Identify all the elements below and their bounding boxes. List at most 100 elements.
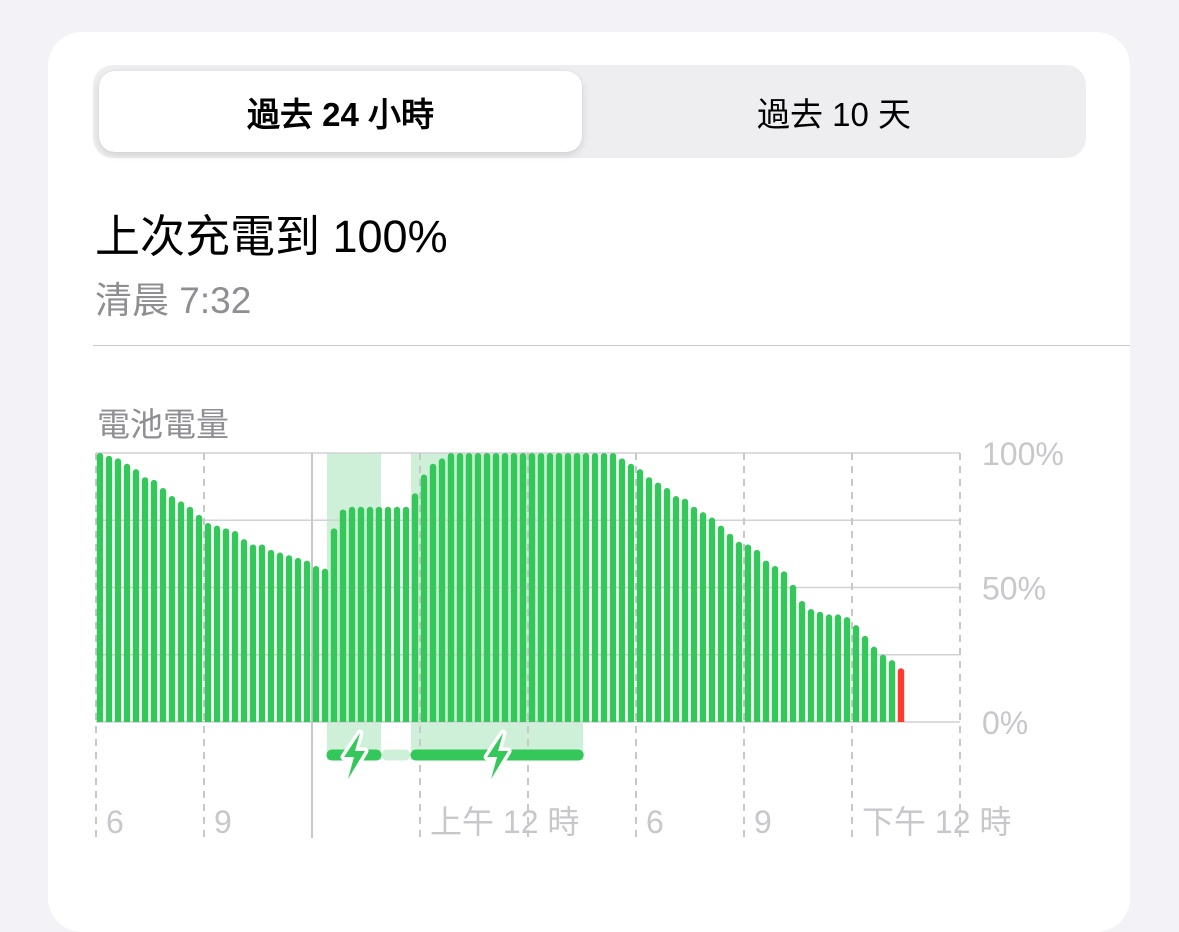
x-axis-label: 下午 12 時 — [862, 804, 1011, 840]
battery-bar — [312, 565, 320, 722]
battery-bar — [411, 493, 419, 722]
x-axis-label: 6 — [106, 804, 124, 840]
y-axis-label: 50% — [982, 571, 1046, 607]
battery-bar — [717, 525, 725, 722]
battery-bar — [771, 565, 779, 722]
battery-bar — [519, 453, 527, 722]
battery-bar — [429, 463, 437, 722]
battery-bar — [105, 455, 113, 722]
battery-bar — [267, 549, 275, 722]
battery-bar — [357, 506, 365, 722]
battery-bar — [582, 453, 590, 722]
battery-bar — [627, 463, 635, 722]
battery-bar — [195, 514, 203, 722]
battery-bar — [762, 560, 770, 722]
battery-bar — [780, 571, 788, 722]
battery-bar — [294, 557, 302, 722]
battery-bar — [150, 479, 158, 722]
battery-bar — [213, 525, 221, 722]
battery-bar — [699, 512, 707, 722]
battery-bar — [816, 611, 824, 722]
battery-bar — [654, 482, 662, 722]
battery-bar — [753, 549, 761, 722]
battery-bar — [96, 453, 104, 722]
battery-bar — [879, 654, 887, 722]
x-axis-label: 6 — [646, 804, 664, 840]
battery-bar — [537, 453, 545, 722]
battery-bar — [510, 453, 518, 722]
battery-bar — [744, 544, 752, 722]
battery-bar — [735, 541, 743, 722]
y-axis-label: 0% — [982, 705, 1028, 741]
battery-bar — [600, 453, 608, 722]
battery-bar — [348, 506, 356, 722]
last-charged-title: 上次充電到 100% — [95, 211, 448, 262]
battery-bar — [186, 506, 194, 722]
battery-bar — [888, 660, 896, 722]
battery-bar — [672, 496, 680, 722]
battery-bar — [141, 477, 149, 722]
battery-bar — [420, 474, 428, 722]
tab-last-24-hours[interactable]: 過去 24 小時 — [99, 71, 582, 152]
battery-bar — [798, 600, 806, 722]
divider — [93, 345, 1130, 346]
battery-bar — [375, 506, 383, 722]
battery-bar — [384, 506, 392, 722]
charging-bolt-icon — [487, 733, 509, 779]
battery-bar — [240, 539, 248, 722]
battery-bar — [123, 463, 131, 722]
battery-bar — [708, 517, 716, 722]
battery-bar — [276, 552, 284, 722]
battery-bar — [483, 453, 491, 722]
battery-bar — [825, 614, 833, 722]
battery-bar — [834, 614, 842, 722]
battery-bar — [330, 528, 338, 722]
battery-bar — [843, 617, 851, 722]
battery-bar — [861, 635, 869, 722]
battery-level-chart: 100% 50% 0% 6 9 上午 12 時 6 9 下午 12 時 — [95, 436, 1064, 840]
battery-bar — [321, 568, 329, 722]
battery-bar — [366, 506, 374, 722]
battery-bar — [645, 477, 653, 722]
battery-bar — [528, 453, 536, 722]
battery-bar — [852, 625, 860, 722]
y-axis-label: 100% — [982, 436, 1064, 472]
battery-bar — [465, 453, 473, 722]
battery-bar — [807, 609, 815, 722]
battery-bar — [573, 453, 581, 722]
battery-bar — [501, 453, 509, 722]
battery-bar — [492, 453, 500, 722]
battery-bar — [870, 646, 878, 722]
battery-bar — [555, 453, 563, 722]
battery-bar — [636, 469, 644, 722]
battery-bar — [402, 506, 410, 722]
battery-bar — [168, 496, 176, 722]
chart-title: 電池電量 — [97, 406, 229, 443]
x-axis-label: 9 — [754, 804, 772, 840]
battery-bar — [249, 544, 257, 722]
x-axis-label: 9 — [214, 804, 232, 840]
battery-bar — [258, 544, 266, 722]
tab-last-10-days[interactable]: 過去 10 天 — [756, 95, 912, 133]
battery-bar — [114, 458, 122, 722]
battery-bar — [546, 453, 554, 722]
x-axis-label: 上午 12 時 — [430, 804, 579, 840]
battery-bar — [393, 506, 401, 722]
battery-bar — [663, 487, 671, 722]
battery-bar — [618, 458, 626, 722]
battery-bar — [591, 453, 599, 722]
battery-bar — [609, 453, 617, 722]
battery-bar — [564, 453, 572, 722]
time-range-segmented-control: 過去 24 小時 過去 10 天 — [93, 65, 1086, 158]
battery-bar — [204, 522, 212, 722]
charging-bolt-icon — [344, 733, 365, 779]
battery-bar — [726, 533, 734, 722]
battery-bar — [177, 501, 185, 722]
battery-bar — [438, 458, 446, 722]
battery-bar — [285, 555, 293, 722]
last-charged-time: 清晨 7:32 — [95, 280, 252, 321]
battery-bar — [303, 560, 311, 722]
battery-bar — [339, 509, 347, 722]
battery-bar — [681, 498, 689, 722]
battery-bar — [456, 453, 464, 722]
